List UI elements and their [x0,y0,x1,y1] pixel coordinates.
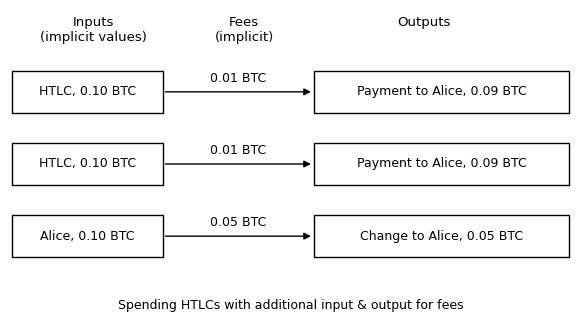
FancyBboxPatch shape [12,143,163,185]
FancyBboxPatch shape [12,215,163,257]
FancyBboxPatch shape [314,143,569,185]
FancyBboxPatch shape [314,71,569,113]
Text: 0.01 BTC: 0.01 BTC [210,144,266,157]
Text: Payment to Alice, 0.09 BTC: Payment to Alice, 0.09 BTC [357,85,526,98]
Text: Outputs: Outputs [397,16,451,30]
Text: Fees
(implicit): Fees (implicit) [214,16,274,44]
Text: HTLC, 0.10 BTC: HTLC, 0.10 BTC [38,85,136,98]
Text: Spending HTLCs with additional input & output for fees: Spending HTLCs with additional input & o… [118,298,463,312]
FancyBboxPatch shape [12,71,163,113]
Text: 0.01 BTC: 0.01 BTC [210,72,266,85]
Text: Change to Alice, 0.05 BTC: Change to Alice, 0.05 BTC [360,230,523,243]
Text: HTLC, 0.10 BTC: HTLC, 0.10 BTC [38,157,136,171]
Text: Alice, 0.10 BTC: Alice, 0.10 BTC [40,230,134,243]
Text: Inputs
(implicit values): Inputs (implicit values) [40,16,146,44]
Text: 0.05 BTC: 0.05 BTC [210,216,267,229]
FancyBboxPatch shape [314,215,569,257]
Text: Payment to Alice, 0.09 BTC: Payment to Alice, 0.09 BTC [357,157,526,171]
